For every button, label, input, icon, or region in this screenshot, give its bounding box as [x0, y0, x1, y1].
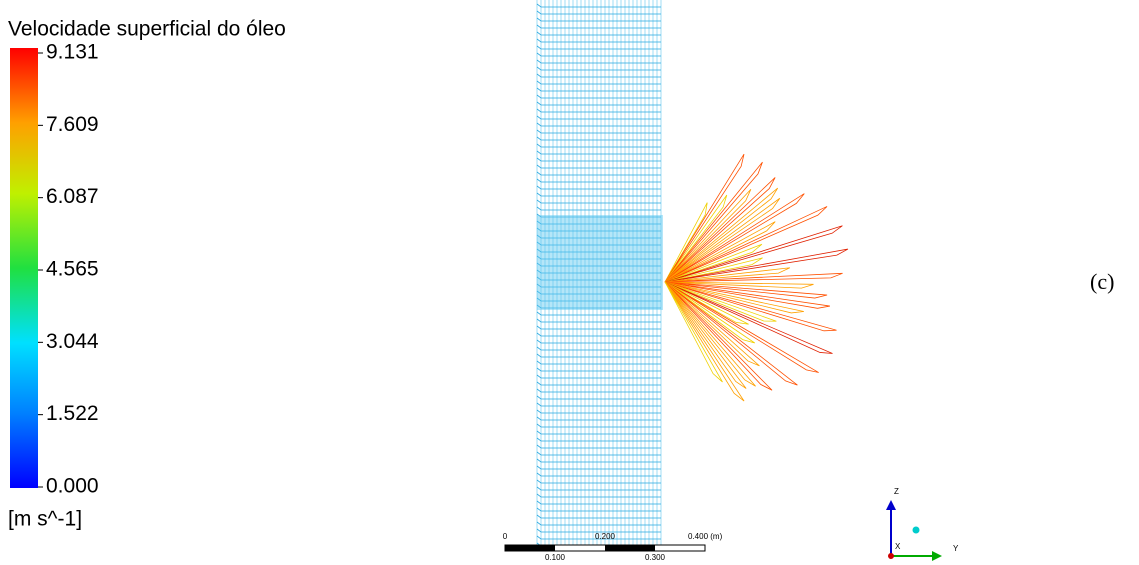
axis-y: Y [953, 544, 959, 553]
scale-label: 0.400 (m) [688, 532, 723, 541]
fan-arrow [664, 281, 756, 344]
legend-unit: [m s^-1] [8, 508, 82, 531]
fan-arrow [664, 281, 804, 314]
fan-arrow [664, 281, 723, 383]
tick-label: 1.522 [46, 402, 99, 425]
vector-field [536, 0, 849, 548]
fan-arrow [664, 281, 747, 389]
fan-arrow [664, 281, 756, 387]
cylinder-arrows [536, 3, 661, 547]
fan-arrow [664, 153, 745, 283]
fan-arrow [664, 225, 843, 283]
tick-label: 9.131 [46, 41, 99, 64]
fan-arrow [664, 281, 773, 391]
color-bar [10, 48, 38, 488]
fan-arrow [664, 281, 760, 367]
fan-arrow [664, 281, 837, 332]
fan-arrow [664, 272, 843, 283]
legend-title: Velocidade superficial do óleo [8, 18, 286, 41]
legend-ticks: 9.131 7.609 6.087 4.565 3.044 1.522 0.000 [38, 41, 99, 498]
scale-label: 0.100 [545, 553, 566, 562]
fan-arrow [664, 267, 791, 283]
axis-x: X [895, 542, 901, 551]
fan-arrow [664, 248, 849, 283]
fan-arrow [664, 193, 805, 283]
fan-arrow [664, 281, 798, 386]
scale-label: 0.300 [645, 553, 666, 562]
fan-arrow [664, 188, 752, 283]
fan-arrow [664, 243, 763, 283]
scale-label: 0 [503, 532, 508, 541]
caption: (c) [1090, 269, 1114, 294]
scale-bar: 0 0.200 0.400 (m) 0.100 0.300 [503, 532, 723, 562]
fan-arrow [664, 177, 776, 283]
fan-arrow [664, 281, 777, 322]
fan-arrow [664, 187, 779, 283]
fan-arrow [664, 257, 763, 283]
fan-arrow [664, 281, 828, 299]
fan-arrow [664, 194, 728, 283]
cylinder-stems [536, 0, 662, 548]
fan-arrow [664, 281, 749, 325]
axis-z: Z [894, 487, 899, 496]
axis-triad: Z Y X [886, 487, 959, 561]
fan-arrow [664, 281, 831, 309]
fan-arrow [664, 221, 776, 283]
cylinder-core [537, 215, 663, 310]
tick-label: 4.565 [46, 258, 99, 281]
scale-label: 0.200 [595, 532, 616, 541]
tick-label: 6.087 [46, 185, 99, 208]
fan-arrow [664, 281, 833, 354]
fan-arrow [664, 206, 828, 283]
fan-arrow [664, 197, 781, 283]
tick-label: 3.044 [46, 330, 99, 353]
fan-arrow [664, 161, 763, 283]
tick-label: 7.609 [46, 113, 99, 136]
fan-arrow [664, 281, 745, 402]
tick-label: 0.000 [46, 475, 99, 498]
fan-arrow [664, 281, 814, 289]
fan-arrow [664, 281, 819, 373]
